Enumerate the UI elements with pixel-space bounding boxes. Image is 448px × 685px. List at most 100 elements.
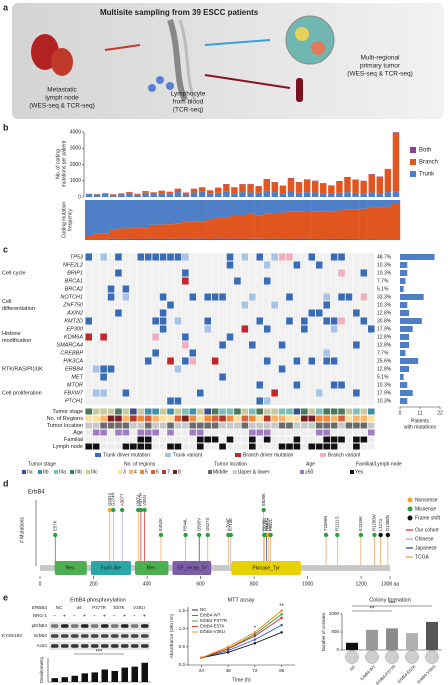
frequency-segment [254, 200, 263, 216]
annotation-cell [278, 415, 286, 422]
annotation-cell [196, 415, 204, 422]
blot-strip [49, 622, 150, 630]
grid-background [85, 253, 375, 405]
gene-label: SMARCA4 [56, 342, 83, 348]
series-point [253, 638, 257, 641]
bar [400, 318, 422, 324]
frequency-segment [270, 212, 280, 239]
bar-segment [344, 192, 351, 197]
bar-segment [206, 190, 214, 194]
frequency-segment [246, 238, 255, 240]
annotation-cell [278, 408, 286, 415]
blot-strip [49, 642, 150, 650]
annotation-cell [189, 443, 197, 450]
annotation-cell [263, 415, 271, 422]
legend-label: Japanese [415, 545, 437, 551]
bar-segment [158, 190, 165, 194]
mutation-label: E57K [52, 520, 57, 531]
bar [400, 326, 413, 332]
legend-title: No. of regions [124, 461, 156, 467]
legend-label: Trunk [419, 172, 435, 178]
bar [400, 262, 408, 268]
annotation-cell [308, 429, 316, 436]
annotation-cell [353, 415, 360, 422]
annotation-cell [92, 415, 100, 422]
annotation-cell [189, 436, 197, 443]
annotation-cell [107, 443, 115, 450]
mutation-cell [115, 309, 122, 317]
bar-segment [279, 193, 287, 197]
track-label: Age [73, 430, 83, 436]
annotation-cell [92, 408, 100, 415]
annotation-cell [345, 443, 353, 450]
annotation-cell [345, 408, 353, 415]
x-tick-label: 24 [199, 668, 205, 673]
annotation-cell [130, 429, 137, 436]
annotation-cell [241, 422, 249, 429]
bar-segment [93, 194, 101, 197]
bar [400, 390, 413, 396]
bar-segment [174, 192, 182, 197]
mutation-cell [196, 389, 204, 397]
chart-title: MTT assay [227, 597, 254, 603]
frequency-segment [367, 207, 376, 240]
frequency-segment [391, 203, 401, 240]
frequency-segment [327, 200, 336, 212]
frequency-segment [173, 223, 183, 239]
bar [400, 382, 408, 388]
legend-label: Yes [355, 469, 364, 475]
blot-band [61, 634, 69, 638]
mutation-cell [323, 293, 330, 301]
annotation-cell [115, 436, 122, 443]
frequency-segment [375, 200, 385, 208]
annotation-cell [360, 436, 368, 443]
frequency-segment [206, 200, 215, 220]
frequency-segment [303, 238, 312, 240]
mutation-label: T1069N [323, 516, 328, 531]
legend-swatch [232, 470, 237, 474]
group-label: V391I [133, 605, 145, 610]
annotation-cell [271, 422, 278, 429]
annotation-cell [174, 436, 182, 443]
arrow [204, 39, 271, 46]
annotation-cell [256, 422, 264, 429]
bar-segment [239, 184, 246, 193]
mutation-cell [107, 293, 115, 301]
annotation-cell [338, 443, 345, 450]
annotation-cell [301, 429, 308, 436]
arrow [104, 44, 141, 51]
bar-segment [231, 193, 238, 197]
frequency-segment [383, 239, 393, 240]
frequency-segment [157, 200, 166, 225]
annotation-cell [122, 443, 130, 450]
annotation-cell [167, 436, 174, 443]
legend-swatch [410, 171, 416, 177]
mutation-cell [182, 357, 189, 365]
bar-segment [198, 191, 206, 197]
bar-segment [336, 192, 343, 197]
annotation-cell [345, 422, 353, 429]
bar-segment [150, 194, 157, 197]
annotation-cell [130, 436, 137, 443]
bar-segment [126, 192, 133, 194]
mutation-cell [152, 317, 159, 325]
frequency-segment [214, 238, 223, 240]
frequency-segment [133, 227, 142, 240]
annotation-cell [263, 408, 271, 415]
x-tick-label: 200 [89, 581, 98, 587]
y-axis-label: No. of coding [55, 149, 61, 179]
lollipop-head [197, 532, 202, 538]
legend-label: ErbB4-P377R [200, 618, 227, 623]
mutation-cell [167, 397, 174, 405]
annotation-cell [234, 415, 241, 422]
annotation-cell [286, 429, 293, 436]
mutation-cell [256, 253, 264, 261]
annotation-cell [159, 443, 167, 450]
gene-label: EP300 [66, 326, 83, 332]
mutation-cell [167, 357, 174, 365]
bar-segment [85, 194, 93, 197]
frequency-segment [181, 200, 191, 222]
significance-label: *** [388, 602, 396, 608]
bar [111, 670, 118, 682]
annotation-cell [196, 422, 204, 429]
